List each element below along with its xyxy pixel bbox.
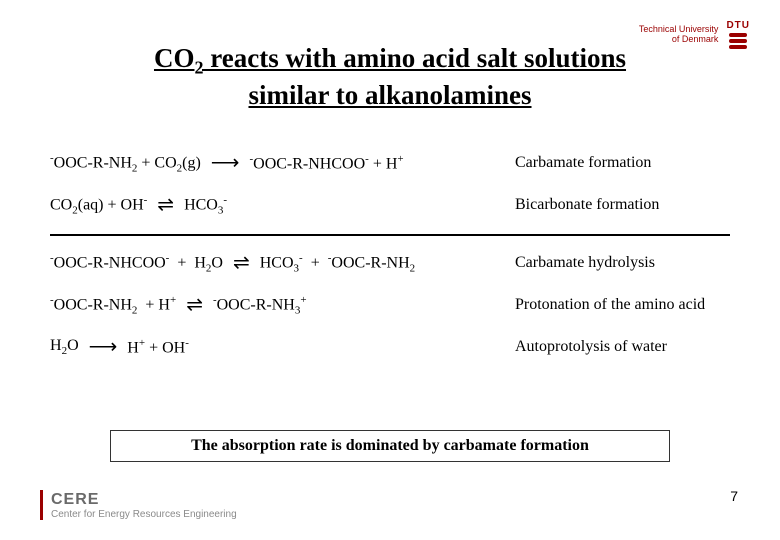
callout-box: The absorption rate is dominated by carb… [110,430,670,462]
reaction-arrow-icon: ⟶ [211,153,240,173]
cere-full: Center for Energy Resources Engineering [51,509,237,520]
reaction-equation: -OOC-R-NHCOO- + H2O ⇌ HCO3- + -OOC-R-NH2 [50,252,515,275]
reaction-arrow-icon: ⟶ [89,337,118,357]
reaction-rhs: -OOC-R-NHCOO- + H+ [249,153,403,173]
reaction-rhs: -OOC-R-NH3+ [213,294,307,317]
reaction-row: CO2(aq) + OH- ⇌ HCO3- Bicarbonate formation [50,192,730,218]
reaction-rhs: HCO3- + -OOC-R-NH2 [260,252,415,275]
cere-logo: CERE Center for Energy Resources Enginee… [40,490,237,520]
reaction-lhs: H2O [50,337,79,357]
cere-acronym: CERE [51,491,237,509]
reaction-row: -OOC-R-NHCOO- + H2O ⇌ HCO3- + -OOC-R-NH2 Ca… [50,250,730,276]
cere-bar-icon [40,490,43,520]
reactions-block: -OOC-R-NH2 + CO2(g) ⟶ -OOC-R-NHCOO- + H+ Ca… [50,150,730,376]
slide-title: CO2 reacts with amino acid salt solution… [0,42,780,113]
reaction-lhs: CO2(aq) + OH- [50,194,147,217]
cere-text: CERE Center for Energy Resources Enginee… [51,491,237,520]
reaction-label: Protonation of the amino acid [515,296,730,314]
reaction-equation: CO2(aq) + OH- ⇌ HCO3- [50,194,515,217]
reaction-equation: -OOC-R-NH2 + H+ ⇌ -OOC-R-NH3+ [50,294,515,317]
reaction-equation: -OOC-R-NH2 + CO2(g) ⟶ -OOC-R-NHCOO- + H+ [50,152,515,175]
reaction-equation: H2O ⟶ H+ + OH- [50,337,515,357]
title-line2: similar to alkanolamines [248,80,531,110]
reaction-arrow-icon: ⇌ [157,195,174,215]
title-pre: CO [154,43,195,73]
reaction-arrow-icon: ⇌ [233,253,250,273]
reaction-row: H2O ⟶ H+ + OH- Autoprotolysis of water [50,334,730,360]
page-number: 7 [730,488,738,504]
reaction-row: -OOC-R-NH2 + CO2(g) ⟶ -OOC-R-NHCOO- + H+ Ca… [50,150,730,176]
reaction-label: Carbamate hydrolysis [515,254,730,272]
reaction-label: Bicarbonate formation [515,196,730,214]
reaction-arrow-icon: ⇌ [186,295,203,315]
section-divider [50,234,730,236]
reaction-label: Carbamate formation [515,154,730,172]
title-post: reacts with amino acid salt solutions [203,43,626,73]
reaction-row: -OOC-R-NH2 + H+ ⇌ -OOC-R-NH3+ Protonation o… [50,292,730,318]
dtu-letters: DTU [726,20,750,31]
reaction-rhs: H+ + OH- [127,337,189,357]
callout-text: The absorption rate is dominated by carb… [191,437,589,454]
reaction-lhs: -OOC-R-NHCOO- + H2O [50,252,223,275]
reaction-lhs: -OOC-R-NH2 + CO2(g) [50,152,201,175]
reaction-label: Autoprotolysis of water [515,338,730,356]
reaction-lhs: -OOC-R-NH2 + H+ [50,294,176,317]
reaction-rhs: HCO3- [184,194,227,217]
